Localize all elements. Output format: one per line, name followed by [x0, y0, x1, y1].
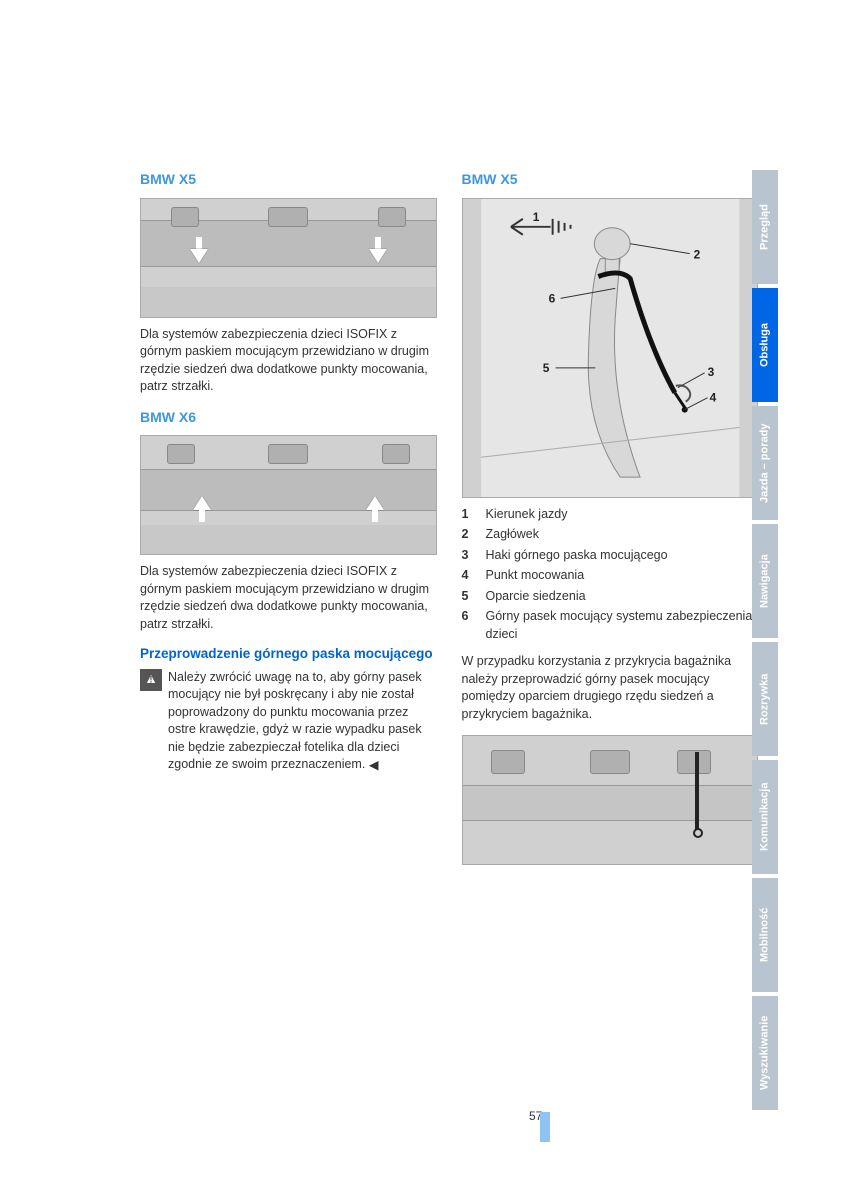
warning-text: Należy zwrócić uwagę na to, aby górny pa… — [168, 669, 437, 774]
chapter-tabs: Przegląd Obsługa Jazda – porady Nawigacj… — [752, 170, 778, 1110]
svg-text:4: 4 — [709, 390, 716, 404]
tab-mobility[interactable]: Mobilność — [752, 878, 778, 992]
left-column: BMW X5 Dla systemów zabezpieczenia dziec… — [140, 170, 437, 873]
end-marker-icon: ◀ — [369, 757, 379, 775]
warning-triangle-icon — [140, 669, 162, 691]
svg-text:5: 5 — [542, 360, 549, 374]
figure-x6-trunk-up-arrows — [140, 435, 437, 555]
tab-search[interactable]: Wyszukiwanie — [752, 996, 778, 1110]
subheading-upper-strap: Przeprowadzenie górnego paska mocującego — [140, 645, 437, 663]
tab-communication[interactable]: Komunikacja — [752, 760, 778, 874]
tab-driving-tips[interactable]: Jazda – porady — [752, 406, 778, 520]
heading-bmw-x5-right: BMW X5 — [462, 170, 759, 190]
paragraph-x5-isofix: Dla systemów zabezpieczenia dzieci ISOFI… — [140, 326, 437, 396]
tab-overview[interactable]: Przegląd — [752, 170, 778, 284]
paragraph-luggage-cover: W przypadku korzystania z przykrycia bag… — [462, 653, 759, 723]
paragraph-x6-isofix: Dla systemów zabezpieczenia dzieci ISOFI… — [140, 563, 437, 633]
svg-text:2: 2 — [693, 247, 700, 261]
list-item: 3Haki górnego paska mocującego — [462, 547, 759, 565]
tab-entertainment[interactable]: Rozrywka — [752, 642, 778, 756]
svg-text:6: 6 — [548, 291, 555, 305]
page-marker-bar — [540, 1112, 550, 1142]
heading-bmw-x5-left: BMW X5 — [140, 170, 437, 190]
list-item: 1Kierunek jazdy — [462, 506, 759, 524]
list-item: 6Górny pasek mocujący systemu zabezpiecz… — [462, 608, 759, 643]
figure-luggage-cover-strap — [462, 735, 759, 865]
figure-x5-trunk-down-arrows — [140, 198, 437, 318]
list-item: 4Punkt mocowania — [462, 567, 759, 585]
list-item: 5Oparcie siedzenia — [462, 588, 759, 606]
tab-navigation[interactable]: Nawigacja — [752, 524, 778, 638]
tab-operation[interactable]: Obsługa — [752, 288, 778, 402]
list-item: 2Zagłówek — [462, 526, 759, 544]
heading-bmw-x6: BMW X6 — [140, 408, 437, 428]
warning-text-content: Należy zwrócić uwagę na to, aby górny pa… — [168, 670, 422, 772]
right-column: BMW X5 1 — [462, 170, 759, 873]
numbered-legend: 1Kierunek jazdy 2Zagłówek 3Haki górnego … — [462, 506, 759, 644]
diagram-label-1: 1 — [532, 209, 539, 223]
svg-text:3: 3 — [707, 364, 714, 378]
figure-seat-strap-diagram: 1 2 3 4 — [462, 198, 759, 498]
warning-block: Należy zwrócić uwagę na to, aby górny pa… — [140, 669, 437, 774]
